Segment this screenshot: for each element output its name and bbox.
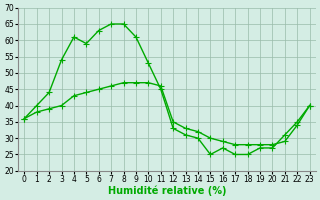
X-axis label: Humidité relative (%): Humidité relative (%) (108, 185, 226, 196)
